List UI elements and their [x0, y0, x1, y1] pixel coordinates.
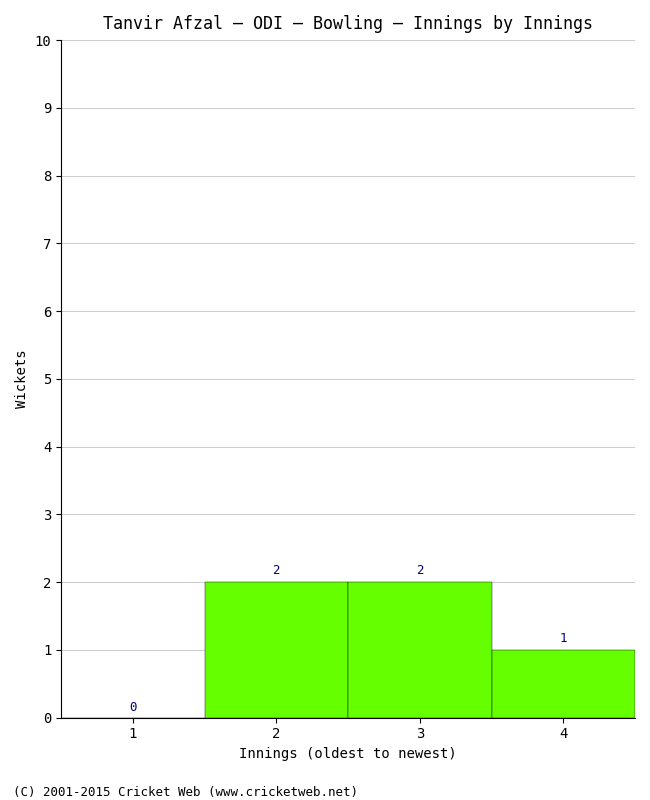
- Y-axis label: Wickets: Wickets: [15, 350, 29, 408]
- X-axis label: Innings (oldest to newest): Innings (oldest to newest): [239, 747, 457, 761]
- Bar: [348, 582, 491, 718]
- Text: (C) 2001-2015 Cricket Web (www.cricketweb.net): (C) 2001-2015 Cricket Web (www.cricketwe…: [13, 786, 358, 799]
- Bar: [491, 650, 635, 718]
- Bar: [205, 582, 348, 718]
- Text: 0: 0: [129, 702, 136, 714]
- Text: 2: 2: [272, 565, 280, 578]
- Text: 1: 1: [560, 632, 567, 646]
- Title: Tanvir Afzal – ODI – Bowling – Innings by Innings: Tanvir Afzal – ODI – Bowling – Innings b…: [103, 15, 593, 33]
- Text: 2: 2: [416, 565, 424, 578]
